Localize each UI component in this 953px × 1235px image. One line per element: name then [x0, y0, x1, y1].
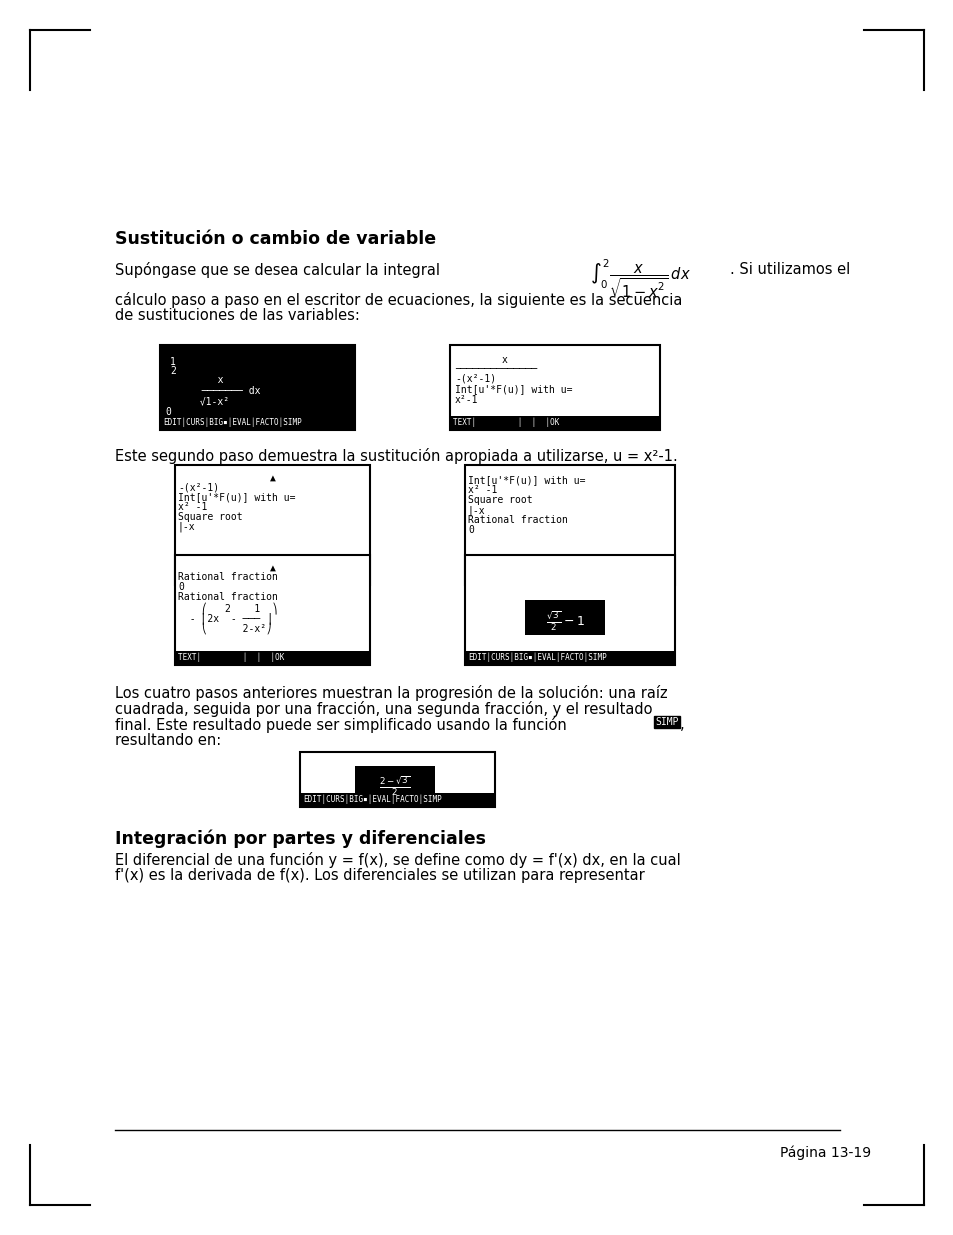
Bar	[355, 766, 435, 794]
Bar	[160, 345, 355, 430]
Text: |-x: |-x	[178, 521, 195, 531]
Text: . Si utilizamos el: . Si utilizamos el	[729, 262, 849, 277]
Bar	[464, 651, 675, 664]
Text: 0: 0	[468, 525, 474, 535]
Text: |-x: |-x	[468, 505, 485, 515]
Text: ─────── dx: ─────── dx	[190, 387, 260, 396]
Text: cálculo paso a paso en el escritor de ecuaciones, la siguiente es la secuencia: cálculo paso a paso en el escritor de ec…	[115, 291, 681, 308]
Text: TEXT│         │  │  │OK: TEXT│ │ │ │OK	[468, 572, 574, 582]
Text: Página 13-19: Página 13-19	[780, 1145, 870, 1160]
Text: Los cuatro pasos anteriores muestran la progresión de la solución: una raíz: Los cuatro pasos anteriores muestran la …	[115, 685, 667, 701]
Text: ▲: ▲	[270, 563, 275, 573]
Text: √1-x²: √1-x²	[188, 396, 229, 406]
Text: 0: 0	[178, 582, 184, 592]
Text: EDIT│CURS│BIG▪│EVAL│FACTO│SIMP: EDIT│CURS│BIG▪│EVAL│FACTO│SIMP	[163, 417, 301, 426]
Text: 0: 0	[165, 408, 171, 417]
Bar	[450, 345, 659, 430]
Bar	[464, 571, 675, 584]
Text: Rational fraction: Rational fraction	[178, 592, 277, 601]
Text: x²-1: x²-1	[455, 395, 478, 405]
Text: Int[u'*F(u)] with u=: Int[u'*F(u)] with u=	[455, 384, 572, 394]
Text: TEXT│         │  │  │OK: TEXT│ │ │ │OK	[178, 572, 284, 582]
Bar	[464, 466, 675, 585]
Text: $\int_0^2 \dfrac{x}{\sqrt{1-x^2}}\,dx$: $\int_0^2 \dfrac{x}{\sqrt{1-x^2}}\,dx$	[589, 258, 690, 300]
Bar	[524, 600, 604, 635]
Bar	[450, 416, 659, 429]
Text: EDIT│CURS│BIG▪│EVAL│FACTO│SIMP: EDIT│CURS│BIG▪│EVAL│FACTO│SIMP	[303, 794, 441, 804]
Text: f'(x) es la derivada de f(x). Los diferenciales se utilizan para representar: f'(x) es la derivada de f(x). Los difere…	[115, 868, 644, 883]
Bar	[464, 555, 675, 664]
Text: ⎛   2    1  ⎞: ⎛ 2 1 ⎞	[178, 601, 277, 614]
Bar	[174, 651, 370, 664]
Text: Rational fraction: Rational fraction	[178, 572, 277, 582]
Text: Square root: Square root	[178, 513, 242, 522]
Text: EDIT│CURS│BIG▪│EVAL│FACTO│SIMP: EDIT│CURS│BIG▪│EVAL│FACTO│SIMP	[468, 652, 606, 662]
Text: TEXT│         │  │  │OK: TEXT│ │ │ │OK	[453, 417, 558, 426]
Text: ,: ,	[679, 718, 684, 732]
Text: de sustituciones de las variables:: de sustituciones de las variables:	[115, 308, 359, 324]
Text: cuadrada, seguida por una fracción, una segunda fracción, y el resultado: cuadrada, seguida por una fracción, una …	[115, 701, 652, 718]
Text: Int[u'*F(u)] with u=: Int[u'*F(u)] with u=	[178, 492, 295, 501]
Text: $\frac{\sqrt{3}}{2} - 1$: $\frac{\sqrt{3}}{2} - 1$	[545, 610, 584, 634]
Text: Int[u'*F(u)] with u=: Int[u'*F(u)] with u=	[468, 475, 585, 485]
Bar	[174, 571, 370, 584]
Text: $\frac{2-\sqrt{3}}{2}$: $\frac{2-\sqrt{3}}{2}$	[378, 776, 411, 798]
Text: -(x²-1): -(x²-1)	[178, 482, 219, 492]
Bar	[174, 555, 370, 664]
Text: ▲: ▲	[270, 473, 275, 483]
Text: resultando en:: resultando en:	[115, 734, 221, 748]
Bar	[299, 793, 495, 806]
Text: El diferencial de una función y = f(x), se define como dy = f'(x) dx, en la cual: El diferencial de una función y = f(x), …	[115, 852, 680, 868]
Text: -(x²-1): -(x²-1)	[455, 373, 496, 383]
Text: 2: 2	[170, 366, 175, 375]
Bar	[174, 466, 370, 585]
Text: SIMP: SIMP	[655, 718, 678, 727]
Text: Square root: Square root	[468, 495, 532, 505]
Text: 1: 1	[170, 357, 175, 367]
Text: ──────────────: ──────────────	[455, 364, 537, 374]
Text: TEXT│         │  │  │OK: TEXT│ │ │ │OK	[178, 652, 284, 662]
Text: x: x	[455, 354, 507, 366]
Text: Sustitución o cambio de variable: Sustitución o cambio de variable	[115, 230, 436, 248]
Text: ⎝      2-x²⎠: ⎝ 2-x²⎠	[178, 622, 272, 634]
Text: x² -1: x² -1	[468, 485, 497, 495]
Text: Integración por partes y diferenciales: Integración por partes y diferenciales	[115, 830, 485, 848]
Text: Supóngase que se desea calcular la integral: Supóngase que se desea calcular la integ…	[115, 262, 439, 278]
Text: x² -1: x² -1	[178, 501, 207, 513]
Text: x: x	[200, 375, 223, 385]
Bar	[299, 752, 495, 806]
Text: Este segundo paso demuestra la sustitución apropiada a utilizarse, u = x²-1.: Este segundo paso demuestra la sustituci…	[115, 448, 677, 464]
Text: Rational fraction: Rational fraction	[468, 515, 567, 525]
Text: - ⎜2x  - ─── ⎟: - ⎜2x - ─── ⎟	[178, 613, 272, 624]
Text: final. Este resultado puede ser simplificado usando la función: final. Este resultado puede ser simplifi…	[115, 718, 566, 734]
Bar	[160, 416, 355, 429]
